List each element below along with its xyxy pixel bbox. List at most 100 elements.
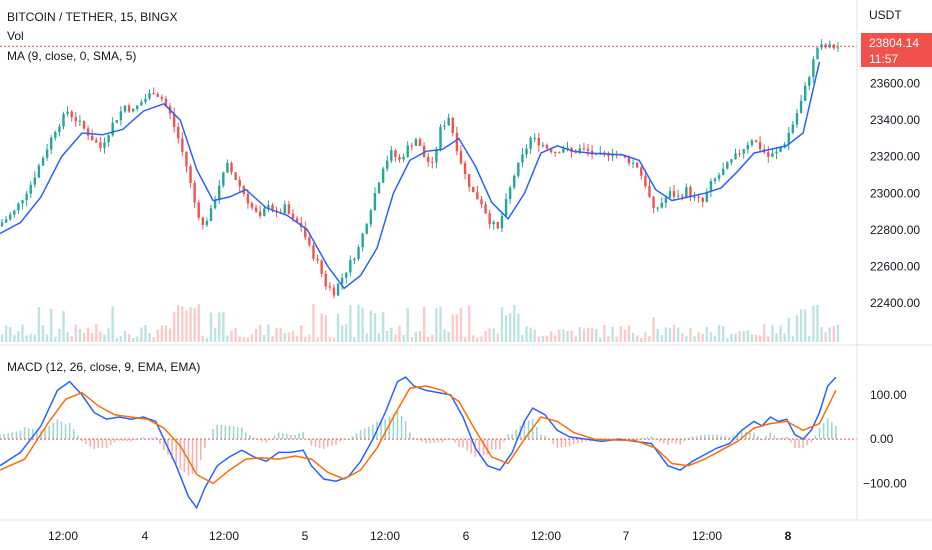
ma-legend[interactable]: MA (9, close, 0, SMA, 5) bbox=[7, 49, 137, 63]
candle-body bbox=[340, 277, 344, 284]
histogram-bar bbox=[499, 439, 501, 450]
histogram-bar bbox=[290, 434, 292, 440]
candle-body bbox=[17, 203, 20, 211]
histogram-bar bbox=[105, 439, 108, 448]
histogram-bar bbox=[503, 439, 505, 442]
volume-bar bbox=[566, 330, 569, 342]
candle-body bbox=[676, 195, 680, 197]
volume-bar bbox=[455, 314, 459, 342]
time-tick-label: 5 bbox=[302, 529, 309, 543]
volume-bar bbox=[263, 335, 266, 342]
candle-body bbox=[767, 152, 770, 157]
histogram-bar bbox=[306, 438, 309, 440]
candle-body bbox=[463, 163, 467, 175]
volume-bar bbox=[13, 334, 16, 342]
histogram-bar bbox=[826, 418, 829, 440]
candle-body bbox=[693, 196, 696, 198]
histogram-bar bbox=[810, 439, 813, 443]
candle-body bbox=[361, 233, 364, 248]
volume-bar bbox=[554, 335, 557, 342]
volume-bar bbox=[123, 331, 127, 342]
price-tick-label: 23600.00 bbox=[870, 77, 920, 91]
volume-bar bbox=[492, 328, 495, 342]
volume-bar bbox=[582, 328, 586, 342]
candle-body bbox=[459, 151, 463, 164]
volume-bar bbox=[410, 337, 414, 342]
histogram-bar bbox=[228, 425, 231, 440]
candle-body bbox=[808, 77, 811, 86]
histogram-bar bbox=[154, 436, 157, 440]
histogram-bar bbox=[261, 439, 264, 442]
candle-body bbox=[136, 105, 139, 109]
candles bbox=[0, 39, 840, 299]
candle-body bbox=[435, 149, 438, 163]
candle-body bbox=[541, 145, 545, 147]
volume-bar bbox=[549, 331, 553, 342]
volume-legend[interactable]: Vol bbox=[7, 29, 24, 43]
candle-body bbox=[226, 162, 229, 173]
macd-axis[interactable]: 100.00 0.00 −100.00 bbox=[863, 388, 907, 491]
macd-legend[interactable]: MACD (12, 26, close, 9, EMA, EMA) bbox=[7, 360, 201, 374]
candle-body bbox=[74, 117, 78, 122]
volume-bar bbox=[705, 327, 709, 342]
volume-bar bbox=[734, 333, 737, 342]
symbol-title[interactable]: BITCOIN / TETHER, 15, BINGX bbox=[7, 10, 178, 24]
volume-bar bbox=[242, 337, 246, 342]
candle-body bbox=[549, 148, 553, 152]
candle-body bbox=[283, 204, 286, 214]
volume-bar bbox=[25, 335, 28, 342]
volume-bar bbox=[722, 326, 725, 342]
histogram-bar bbox=[413, 437, 415, 440]
candle-body bbox=[746, 144, 750, 150]
candle-body bbox=[771, 153, 774, 157]
histogram-bar bbox=[449, 438, 452, 440]
candle-body bbox=[722, 168, 725, 176]
histogram-bar bbox=[663, 439, 665, 444]
candle-body bbox=[357, 247, 360, 259]
time-tick-label: 12:00 bbox=[209, 529, 239, 543]
histogram-bar bbox=[101, 439, 104, 448]
volume-bar bbox=[33, 334, 37, 342]
candle-body bbox=[779, 147, 782, 152]
volume-bar bbox=[775, 333, 778, 342]
candle-body bbox=[697, 196, 700, 198]
volume-bar bbox=[345, 324, 348, 342]
histogram-bar bbox=[716, 434, 718, 440]
histogram-bar bbox=[281, 433, 284, 440]
volume-bar bbox=[762, 324, 766, 342]
histogram-bar bbox=[490, 439, 493, 450]
candle-body bbox=[209, 208, 213, 222]
histogram-bar bbox=[77, 435, 79, 440]
candle-body bbox=[189, 166, 192, 184]
volume-bar bbox=[496, 333, 500, 342]
time-axis[interactable]: 12:00 4 12:00 5 12:00 6 12:00 7 12:00 8 bbox=[48, 529, 792, 543]
histogram-bar bbox=[36, 430, 38, 440]
candle-body bbox=[230, 162, 233, 173]
candle-body bbox=[238, 179, 241, 187]
histogram-bar bbox=[216, 424, 218, 440]
histogram-bar bbox=[671, 439, 673, 443]
histogram-bar bbox=[798, 439, 800, 448]
histogram-bar bbox=[683, 439, 686, 442]
volume-bar bbox=[168, 328, 172, 342]
volume-bar bbox=[365, 333, 368, 342]
histogram-bar bbox=[486, 439, 489, 455]
time-tick-label: 7 bbox=[623, 529, 630, 543]
volume-bar bbox=[824, 332, 827, 342]
price-axis[interactable]: 23600.00 23400.00 23200.00 23000.00 22800.00… bbox=[870, 77, 920, 310]
volume-bar bbox=[50, 308, 53, 342]
histogram-bar bbox=[527, 420, 530, 440]
histogram-bar bbox=[93, 439, 96, 450]
candle-body bbox=[164, 98, 168, 107]
macd-tick-label: −100.00 bbox=[863, 476, 907, 490]
candle-body bbox=[648, 186, 651, 197]
histogram-bar bbox=[638, 439, 641, 440]
volume-bar bbox=[414, 331, 418, 342]
candle-body bbox=[369, 210, 373, 225]
histogram-bar bbox=[175, 439, 177, 464]
candle-body bbox=[730, 159, 733, 163]
volume-bar bbox=[832, 325, 836, 342]
candle-body bbox=[234, 172, 237, 180]
volume-bar bbox=[799, 309, 803, 342]
